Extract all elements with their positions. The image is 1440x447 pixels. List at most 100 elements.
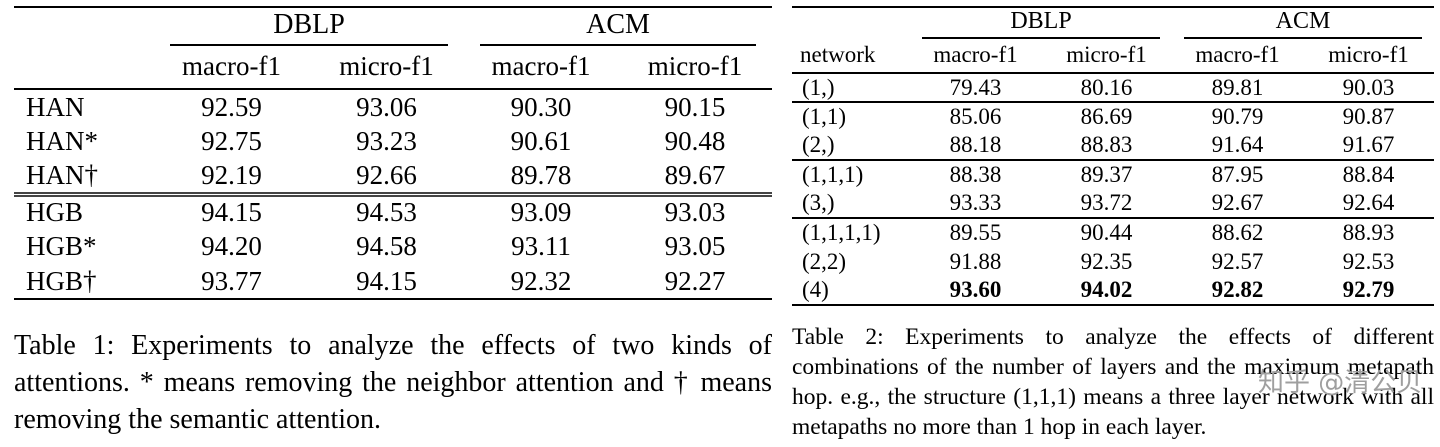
table-cell: 93.60	[949, 277, 1002, 302]
table-cell: 93.09	[464, 191, 619, 229]
table-cell: 90.87	[1303, 101, 1435, 131]
table1-group-header-row: DBLP ACM	[14, 7, 772, 46]
table-cell: 94.02	[1080, 277, 1133, 302]
column-header: network	[792, 39, 910, 74]
table-cell: 80.16	[1080, 74, 1133, 100]
row-label: (2,2)	[802, 248, 847, 274]
table-row: HGB* 94.20 94.58 93.11 93.05	[14, 229, 772, 264]
table1-group-acm: ACM	[464, 7, 772, 46]
table2-layer-hop-experiments: DBLP ACM network macro-f1 micro-f1 macro…	[792, 6, 1435, 306]
table-cell: 86.69	[1041, 101, 1173, 131]
table-cell: 92.19	[201, 159, 262, 190]
table-cell: 90.44	[1041, 217, 1173, 247]
table2-group-acm-label: ACM	[1184, 8, 1423, 39]
table-cell: 89.67	[664, 159, 726, 190]
table1-group-dblp: DBLP	[154, 7, 464, 46]
row-label: (1,1)	[792, 101, 910, 131]
table-cell: 92.57	[1211, 248, 1264, 274]
row-label: (2,)	[802, 132, 835, 157]
column-header: micro-f1	[618, 46, 773, 90]
table-cell: 93.03	[618, 191, 773, 229]
table2-group-dblp-label: DBLP	[922, 8, 1161, 39]
table-cell: 93.23	[356, 126, 417, 156]
table-cell: 91.88	[949, 248, 1002, 274]
table-cell: 90.03	[1342, 74, 1395, 100]
row-label: (1,1,1)	[792, 159, 910, 189]
table-cell: 94.15	[154, 191, 309, 229]
table-cell: 94.58	[356, 231, 417, 261]
table-cell: 90.15	[664, 91, 726, 122]
table-cell: 88.84	[1303, 159, 1435, 189]
table-cell: 90.30	[510, 91, 572, 122]
table-row: (1,1,1,1) 89.55 90.44 88.62 88.93	[792, 217, 1435, 247]
table1-panel: DBLP ACM macro-f1 micro-f1 macro-f1 micr…	[14, 6, 773, 439]
table1-group-acm-label: ACM	[480, 8, 757, 46]
table-row: (3,) 93.33 93.72 92.67 92.64	[792, 189, 1434, 218]
table-cell: 88.38	[910, 159, 1041, 189]
table2-corner-cell	[792, 7, 910, 39]
table-cell: 93.33	[949, 190, 1002, 215]
table1-subheader-row: macro-f1 micro-f1 macro-f1 micro-f1	[14, 46, 773, 90]
row-label: HGB*	[26, 231, 97, 261]
column-header: micro-f1	[1303, 39, 1435, 74]
column-header: macro-f1	[464, 46, 619, 90]
table2-group-dblp: DBLP	[910, 7, 1172, 39]
table-cell: 92.27	[664, 265, 726, 296]
table-row: (1,1) 85.06 86.69 90.79 90.87	[792, 101, 1435, 131]
table-row: HAN 92.59 93.06 90.30 90.15	[14, 89, 772, 124]
table-row: (2,2) 91.88 92.35 92.57 92.53	[792, 247, 1434, 276]
table-cell: 92.66	[356, 159, 417, 190]
row-label: (1,1,1,1)	[792, 217, 910, 247]
table-cell: 89.37	[1041, 159, 1173, 189]
table-cell: 88.83	[1080, 132, 1133, 157]
table-row-best: (4) 93.60 94.02 92.82 92.79	[792, 276, 1434, 305]
table-row: HAN† 92.19 92.66 89.78 89.67	[14, 159, 772, 194]
table-cell: 92.79	[1342, 277, 1395, 302]
table-cell: 94.53	[309, 191, 465, 229]
table2-header-row: network macro-f1 micro-f1 macro-f1 micro…	[792, 39, 1435, 74]
table-cell: 91.67	[1342, 132, 1395, 157]
table-row: HGB 94.15 94.53 93.09 93.03	[14, 191, 773, 229]
table-cell: 90.79	[1172, 101, 1304, 131]
row-label: HAN	[26, 91, 85, 122]
row-label: (4)	[802, 277, 829, 302]
table-cell: 89.81	[1211, 74, 1264, 100]
row-label: (3,)	[802, 190, 835, 215]
table-cell: 93.72	[1080, 190, 1133, 215]
watermark: 知乎 @清公贝	[1258, 368, 1423, 398]
table-cell: 93.06	[356, 91, 417, 122]
table-row: HGB† 93.77 94.15 92.32 92.27	[14, 264, 772, 299]
row-label: (1,)	[802, 74, 835, 100]
table1-attention-ablation: DBLP ACM macro-f1 micro-f1 macro-f1 micr…	[14, 6, 773, 300]
column-header: macro-f1	[154, 46, 309, 90]
table-cell: 90.61	[510, 126, 572, 156]
row-label: HGB†	[26, 265, 97, 296]
table-cell: 89.78	[510, 159, 572, 190]
table-cell: 93.77	[201, 265, 262, 296]
table-cell: 93.11	[511, 231, 571, 261]
table-cell: 93.05	[664, 231, 726, 261]
column-header: micro-f1	[1041, 39, 1173, 74]
table-cell: 91.64	[1211, 132, 1264, 157]
table-cell: 92.64	[1342, 190, 1395, 215]
table-cell: 88.62	[1172, 217, 1304, 247]
table-cell: 92.53	[1342, 248, 1395, 274]
table-cell: 94.20	[201, 231, 262, 261]
table-cell: 88.18	[949, 132, 1002, 157]
table-cell: 79.43	[949, 74, 1002, 100]
table-row: (1,1,1) 88.38 89.37 87.95 88.84	[792, 159, 1435, 189]
column-header: micro-f1	[309, 46, 465, 90]
table1-caption: Table 1: Experiments to analyze the effe…	[14, 330, 772, 435]
table-cell: 92.67	[1211, 190, 1264, 215]
row-label: HAN†	[26, 159, 98, 190]
table2-caption: Table 2: Experiments to analyze the effe…	[792, 324, 1434, 441]
table-cell: 92.35	[1080, 248, 1133, 274]
row-label: HGB	[14, 191, 154, 229]
table2-group-header-row: DBLP ACM	[792, 7, 1434, 39]
table1-corner-cell	[14, 7, 154, 46]
table-cell: 89.55	[910, 217, 1041, 247]
table-row: (2,) 88.18 88.83 91.64 91.67	[792, 131, 1434, 160]
table2-panel: DBLP ACM network macro-f1 micro-f1 macro…	[792, 6, 1435, 442]
table-cell: 92.59	[201, 91, 262, 122]
